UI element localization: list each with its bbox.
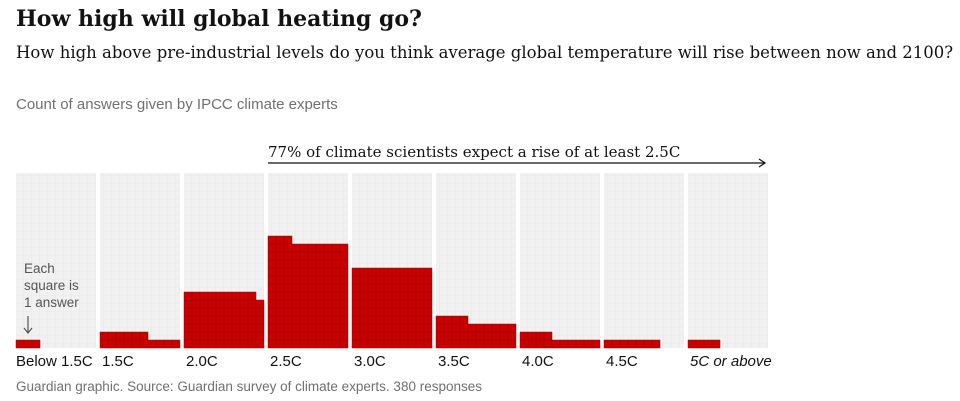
column-background (100, 173, 180, 348)
x-tick-label: 4.5C (606, 353, 638, 370)
waffle-squares (267, 235, 349, 349)
note-line: 1 answer (24, 295, 79, 310)
x-tick-label: 3.5C (438, 353, 470, 370)
annotation-arrow (268, 158, 767, 168)
waffle-squares (687, 339, 721, 349)
x-tick-label: 3.0C (354, 353, 386, 370)
caption: Count of answers given by IPCC climate e… (16, 96, 338, 113)
column-background (16, 173, 96, 348)
x-tick-label: 5C or above (690, 353, 772, 370)
x-tick-label: 2.0C (186, 353, 218, 370)
waffle-squares (351, 267, 433, 349)
column-background (688, 173, 768, 348)
x-tick-label: 1.5C (102, 353, 134, 370)
annotation: 77% of climate scientists expect a rise … (268, 143, 680, 161)
waffle-squares (435, 315, 517, 349)
x-tick-label: 2.5C (270, 353, 302, 370)
x-tick-label: 4.0C (522, 353, 554, 370)
subtitle: How high above pre-industrial levels do … (16, 43, 953, 62)
waffle-squares (603, 339, 661, 349)
waffle-squares (99, 331, 181, 349)
chart-title: How high will global heating go? (16, 6, 422, 32)
column-background (520, 173, 600, 348)
waffle-squares (183, 291, 265, 349)
note-line: square is (24, 278, 79, 293)
x-tick-label: Below 1.5C (16, 353, 93, 370)
waffle-squares (519, 331, 601, 349)
column-background (604, 173, 684, 348)
note-line: Each (24, 261, 55, 276)
source: Guardian graphic. Source: Guardian surve… (16, 379, 482, 394)
note-arrow (23, 316, 33, 334)
waffle-squares (15, 339, 41, 349)
